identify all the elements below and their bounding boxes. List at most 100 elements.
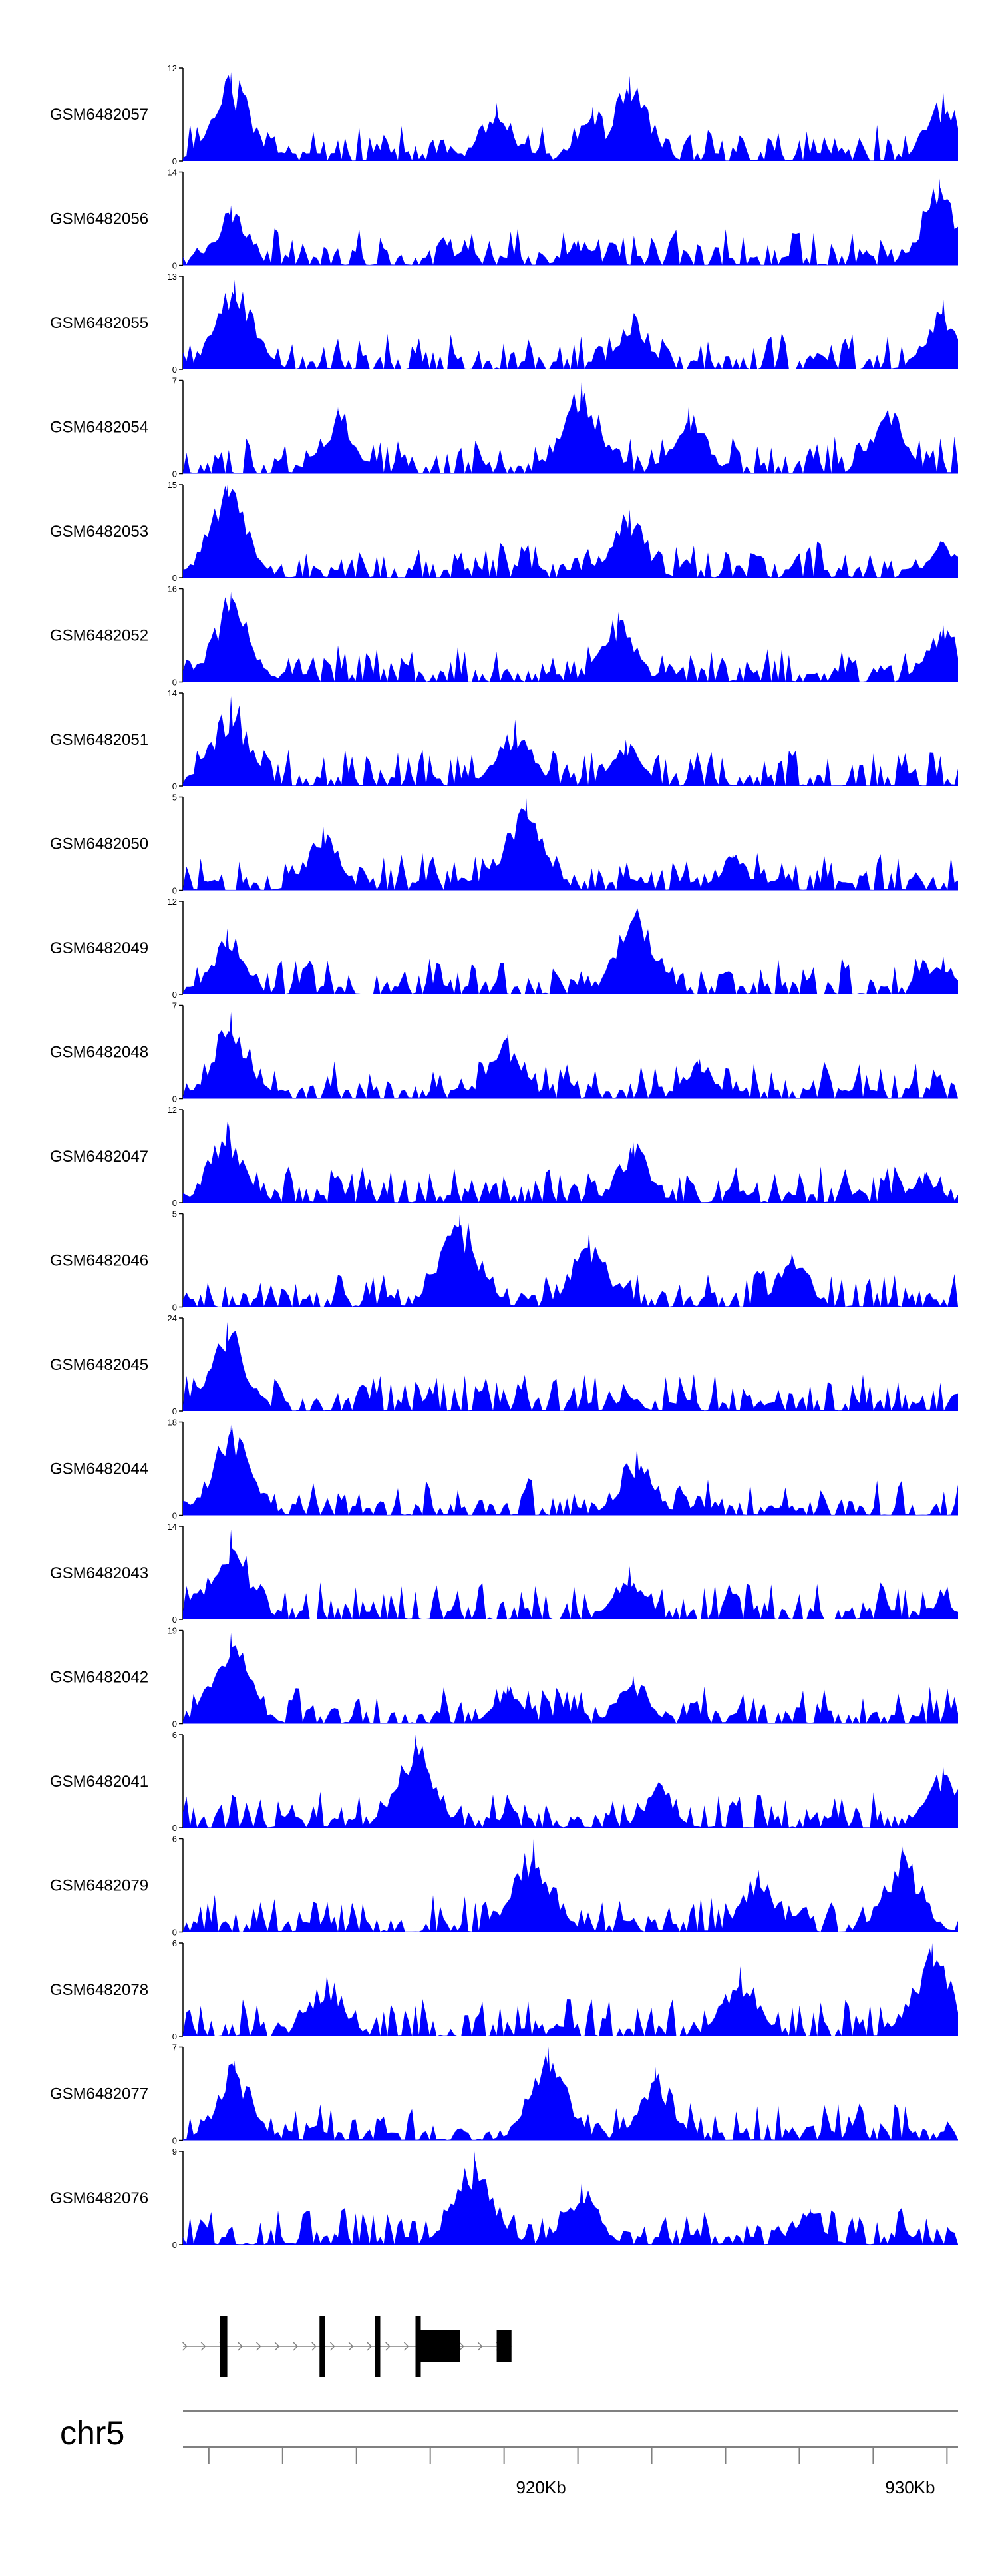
peak-mark xyxy=(631,1448,643,1516)
coverage-area xyxy=(183,1124,958,1203)
peak-mark xyxy=(576,380,587,474)
y-max-label: 12 xyxy=(168,1105,177,1115)
track-GSM6482076: GSM6482076 9 0 xyxy=(50,2147,958,2250)
track-GSM6482050: GSM6482050 5 0 xyxy=(50,793,958,896)
strand-arrow-icon xyxy=(385,2342,391,2351)
y-min-label: 0 xyxy=(172,1615,177,1625)
peak-mark xyxy=(934,1600,945,1619)
coverage-area xyxy=(183,1948,958,2036)
peak-mark xyxy=(727,853,739,891)
y-min-label: 0 xyxy=(172,156,177,166)
peak-mark xyxy=(735,1966,746,2036)
peak-mark xyxy=(469,2151,480,2245)
peak-mark xyxy=(627,312,639,369)
peak-mark xyxy=(587,107,598,161)
peak-mark xyxy=(226,1424,237,1516)
exon-block xyxy=(419,2330,460,2362)
coverage-area xyxy=(183,1428,958,1516)
peak-mark xyxy=(222,1321,233,1411)
peak-mark xyxy=(624,509,635,578)
peak-mark xyxy=(613,612,624,682)
coverage-area xyxy=(183,392,958,474)
track-GSM6482052: GSM6482052 16 0 xyxy=(50,584,958,688)
peak-mark xyxy=(226,1530,237,1619)
coverage-area xyxy=(183,188,958,266)
strand-arrow-icon xyxy=(293,2342,299,2351)
peak-mark xyxy=(583,1232,595,1307)
track-label: GSM6482056 xyxy=(50,210,148,228)
y-max-label: 12 xyxy=(168,897,177,907)
peak-mark xyxy=(627,1674,639,1724)
track-label: GSM6482042 xyxy=(50,1669,148,1687)
y-min-label: 0 xyxy=(172,365,177,375)
coverage-area xyxy=(183,2160,958,2245)
coverage-area xyxy=(183,908,958,994)
track-GSM6482051: GSM6482051 14 0 xyxy=(50,688,958,791)
strand-arrow-icon xyxy=(255,2342,261,2351)
strand-arrow-icon xyxy=(348,2342,354,2351)
track-GSM6482054: GSM6482054 7 0 xyxy=(50,376,958,479)
y-max-label: 13 xyxy=(168,272,177,282)
coverage-area xyxy=(183,808,958,891)
exon-block xyxy=(220,2316,228,2377)
track-GSM6482049: GSM6482049 12 0 xyxy=(50,897,958,1000)
track-GSM6482048: GSM6482048 7 0 xyxy=(50,1001,958,1104)
peak-mark xyxy=(882,407,894,474)
y-min-label: 0 xyxy=(172,2032,177,2041)
y-max-label: 6 xyxy=(172,1834,177,1844)
y-max-label: 15 xyxy=(168,480,177,490)
peak-mark xyxy=(683,407,695,474)
y-min-label: 0 xyxy=(172,781,177,791)
coverage-area xyxy=(183,1331,958,1411)
y-max-label: 6 xyxy=(172,1938,177,1948)
peak-mark xyxy=(229,280,240,369)
peak-mark xyxy=(226,696,237,786)
peak-mark xyxy=(226,71,237,161)
peak-mark xyxy=(627,1140,639,1203)
y-max-label: 5 xyxy=(172,793,177,803)
y-max-label: 19 xyxy=(168,1626,177,1636)
exon-block xyxy=(496,2330,512,2362)
y-max-label: 16 xyxy=(168,584,177,594)
track-label: GSM6482078 xyxy=(50,1981,148,1999)
peak-mark xyxy=(543,2047,554,2141)
peak-mark xyxy=(919,225,931,266)
coverage-area xyxy=(183,2054,958,2141)
y-max-label: 14 xyxy=(168,168,177,178)
track-label: GSM6482051 xyxy=(50,731,148,749)
peak-mark xyxy=(222,928,233,994)
peak-mark xyxy=(620,1395,631,1411)
peak-mark xyxy=(321,1974,333,2036)
y-min-label: 0 xyxy=(172,1094,177,1104)
coverage-area xyxy=(183,597,958,682)
peak-mark xyxy=(897,1846,908,1932)
y-min-label: 0 xyxy=(172,573,177,583)
y-min-label: 0 xyxy=(172,1719,177,1729)
track-label: GSM6482076 xyxy=(50,2189,148,2207)
x-tick-label: 930Kb xyxy=(885,2477,935,2497)
y-min-label: 0 xyxy=(172,1511,177,1521)
coverage-area xyxy=(183,1850,958,1932)
peak-mark xyxy=(919,1172,931,1203)
coverage-area xyxy=(183,1548,958,1619)
track-label: GSM6482049 xyxy=(50,939,148,957)
track-label: GSM6482057 xyxy=(50,106,148,124)
peak-mark xyxy=(786,1251,798,1307)
y-min-label: 0 xyxy=(172,1198,177,1208)
peak-mark xyxy=(927,1943,938,2036)
y-max-label: 18 xyxy=(168,1418,177,1428)
peak-mark xyxy=(226,1633,237,1724)
y-max-label: 7 xyxy=(172,1001,177,1011)
track-label: GSM6482041 xyxy=(50,1773,148,1791)
y-min-label: 0 xyxy=(172,1406,177,1416)
track-GSM6482042: GSM6482042 19 0 xyxy=(50,1626,958,1729)
y-max-label: 9 xyxy=(172,2147,177,2157)
y-min-label: 0 xyxy=(172,990,177,1000)
peak-mark xyxy=(410,1735,421,1828)
track-GSM6482056: GSM6482056 14 0 xyxy=(50,168,958,271)
track-GSM6482078: GSM6482078 6 0 xyxy=(50,1938,958,2041)
strand-arrow-icon xyxy=(329,2342,335,2351)
y-max-label: 14 xyxy=(168,688,177,698)
peak-mark xyxy=(226,591,237,682)
y-min-label: 0 xyxy=(172,1303,177,1313)
